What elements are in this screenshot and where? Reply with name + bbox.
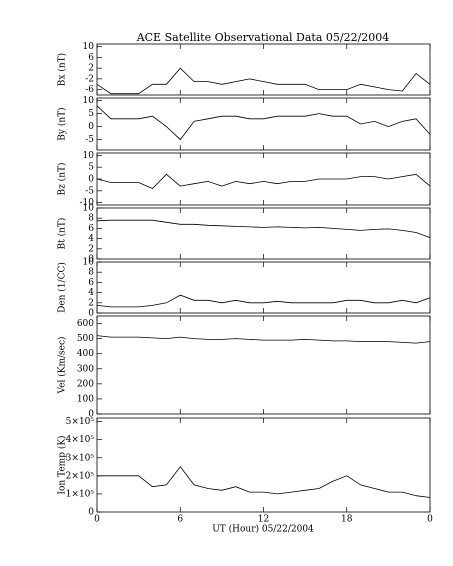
y-tick-label: 5 — [88, 109, 94, 119]
y-tick-label: 2 — [88, 244, 94, 254]
x-tick-label: 12 — [258, 515, 269, 525]
x-tick-label: 6 — [177, 515, 183, 525]
y-tick-label: 1×10⁵ — [66, 489, 95, 499]
y-tick-label: 0 — [88, 508, 94, 518]
panel-frame — [96, 261, 431, 314]
panel-frame — [96, 97, 431, 151]
y-tick-label: 10 — [83, 151, 95, 161]
data-line — [96, 105, 431, 141]
y-axis-label: Bz (nT) — [57, 162, 68, 195]
y-tick-label: 5 — [88, 163, 94, 173]
y-axis-label: Den (1/CC) — [57, 262, 68, 313]
data-line — [96, 173, 431, 189]
y-axis-label: Ion Temp (K) — [57, 435, 68, 494]
x-tick-label: 0 — [94, 515, 100, 525]
y-tick-label: 10 — [83, 204, 95, 214]
y-tick-label: 400 — [77, 349, 94, 359]
y-tick-label: 0 — [88, 255, 94, 265]
y-tick-label: 8 — [88, 214, 94, 224]
data-line — [96, 335, 431, 344]
y-tick-label: -10 — [80, 198, 95, 208]
y-tick-label: 3×10⁵ — [66, 453, 95, 463]
y-axis-label: By (nT) — [57, 107, 68, 140]
y-tick-label: 4 — [88, 234, 94, 244]
y-tick-label: 10 — [83, 96, 95, 106]
y-tick-label: 4×10⁵ — [66, 435, 95, 445]
y-tick-label: 6 — [88, 278, 94, 288]
panel-frame — [96, 152, 431, 206]
y-tick-label: 2 — [88, 64, 94, 74]
x-tick-label: 0 — [427, 515, 433, 525]
x-tick-label: 18 — [341, 515, 353, 525]
chart-title: ACE Satellite Observational Data 05/22/2… — [136, 31, 390, 44]
y-tick-label: 200 — [77, 379, 94, 389]
panel-frame — [96, 315, 431, 415]
y-tick-label: 300 — [77, 364, 94, 374]
y-tick-label: 2 — [88, 298, 94, 308]
x-axis-label: UT (Hour) 05/22/2004 — [212, 524, 314, 535]
y-axis-label: Vel (Km/sec) — [57, 336, 68, 394]
y-tick-label: 6 — [88, 224, 94, 234]
y-tick-label: 5×10⁵ — [66, 417, 95, 427]
y-tick-label: -2 — [85, 74, 94, 84]
panel-frame — [96, 417, 431, 513]
y-tick-label: 500 — [77, 334, 94, 344]
y-tick-label: 2×10⁵ — [66, 471, 95, 481]
panel-frame — [96, 207, 431, 260]
y-tick-label: 8 — [88, 268, 94, 278]
y-tick-label: 600 — [77, 319, 94, 329]
y-tick-label: 4 — [88, 288, 94, 298]
data-line — [96, 294, 431, 308]
y-tick-label: 0 — [88, 410, 94, 420]
y-tick-label: -6 — [85, 85, 94, 95]
y-tick-label: 100 — [77, 394, 94, 404]
y-tick-label: 10 — [83, 42, 95, 52]
y-tick-label: 10 — [83, 258, 95, 268]
y-tick-label: 0 — [88, 309, 94, 319]
data-line — [96, 219, 431, 238]
y-tick-label: -5 — [85, 186, 94, 196]
data-line — [96, 67, 431, 95]
y-tick-label: -5 — [85, 135, 94, 145]
y-tick-label: 6 — [88, 53, 94, 63]
y-tick-label: 0 — [88, 122, 94, 132]
y-axis-label: Bt (nT) — [57, 218, 68, 250]
y-tick-label: 0 — [88, 175, 94, 185]
data-line — [97, 466, 431, 498]
y-axis-label: Bx (nT) — [57, 53, 68, 86]
panel-frame — [96, 43, 431, 96]
